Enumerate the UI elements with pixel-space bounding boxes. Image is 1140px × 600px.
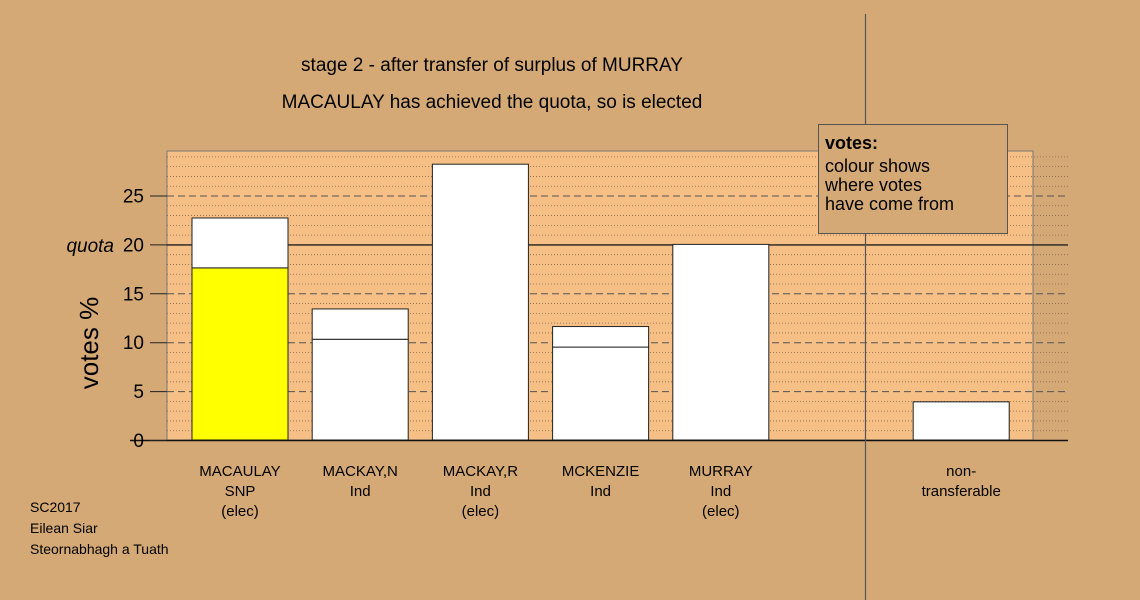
footer-line: Steornabhagh a Tuath — [30, 541, 169, 557]
bars — [191, 163, 1010, 441]
x-tick-label: MCKENZIE — [562, 463, 640, 480]
bar-base-segment — [672, 243, 770, 441]
x-tick-label: SNP — [225, 483, 256, 500]
bar-transfer-segment — [311, 308, 409, 340]
x-tick-label: Ind — [350, 483, 371, 500]
quota-label: quota — [66, 236, 114, 257]
legend-line: have come from — [825, 194, 955, 214]
x-tick-label: Ind — [470, 483, 491, 500]
legend-line: colour shows — [825, 156, 931, 176]
legend-title: votes: — [825, 133, 879, 153]
x-tick-label: non- — [946, 463, 976, 480]
bar-base-segment — [431, 163, 529, 441]
y-tick-label: 10 — [123, 333, 144, 354]
bar-base-segment — [552, 346, 650, 441]
bar-base-segment — [912, 401, 1010, 441]
x-tick-label: MACKAY,N — [323, 463, 398, 480]
bar-base-segment — [311, 338, 409, 441]
y-tick-label: 0 — [133, 431, 144, 452]
x-tick-label: MURRAY — [689, 463, 753, 480]
x-tick-label: Ind — [590, 483, 611, 500]
y-tick-label: 25 — [123, 187, 144, 208]
footer-line: SC2017 — [30, 499, 81, 515]
bar-transfer-segment — [191, 217, 289, 269]
y-tick-label: 5 — [133, 382, 144, 403]
x-tick-label: transferable — [922, 483, 1001, 500]
x-tick-label: (elec) — [702, 503, 740, 520]
y-axis: 0 5 10 15 20 25 — [123, 187, 1068, 452]
x-tick-label: MACAULAY — [199, 463, 280, 480]
footer: SC2017 Eilean Siar Steornabhagh a Tuath — [30, 497, 169, 560]
legend-line: where votes — [825, 175, 923, 195]
chart-title: stage 2 - after transfer of surplus of M… — [301, 55, 683, 76]
x-tick-label: (elec) — [462, 503, 500, 520]
x-tick-label: Ind — [710, 483, 731, 500]
footer-line: Eilean Siar — [30, 520, 98, 536]
chart-subtitle: MACAULAY has achieved the quota, so is e… — [282, 92, 703, 113]
legend: votes: colour shows where votes have com… — [818, 124, 1008, 234]
y-axis-label: votes % — [74, 297, 104, 390]
x-axis-labels: MACAULAY SNP (elec) MACKAY,N Ind MACKAY,R Ind (… — [199, 463, 1001, 520]
x-tick-label: MACKAY,R — [443, 463, 518, 480]
y-tick-label: 20 — [123, 235, 144, 256]
x-tick-label: (elec) — [221, 503, 259, 520]
bar-base-segment — [191, 267, 289, 441]
y-tick-label: 15 — [123, 284, 144, 305]
bar-transfer-segment — [552, 326, 650, 348]
